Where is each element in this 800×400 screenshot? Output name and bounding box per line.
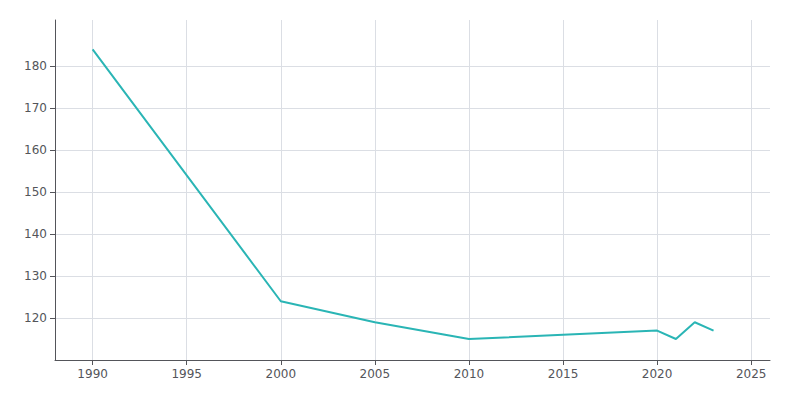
svg-text:2005: 2005 <box>360 367 391 381</box>
svg-text:1990: 1990 <box>77 367 108 381</box>
svg-text:150: 150 <box>24 185 47 199</box>
svg-text:170: 170 <box>24 101 47 115</box>
svg-text:2010: 2010 <box>454 367 485 381</box>
svg-text:1995: 1995 <box>171 367 202 381</box>
svg-text:140: 140 <box>24 227 47 241</box>
svg-text:130: 130 <box>24 269 47 283</box>
svg-text:2025: 2025 <box>736 367 767 381</box>
svg-text:2015: 2015 <box>548 367 579 381</box>
svg-text:2000: 2000 <box>266 367 297 381</box>
svg-text:160: 160 <box>24 143 47 157</box>
svg-text:2020: 2020 <box>642 367 673 381</box>
svg-text:120: 120 <box>24 311 47 325</box>
svg-text:180: 180 <box>24 59 47 73</box>
